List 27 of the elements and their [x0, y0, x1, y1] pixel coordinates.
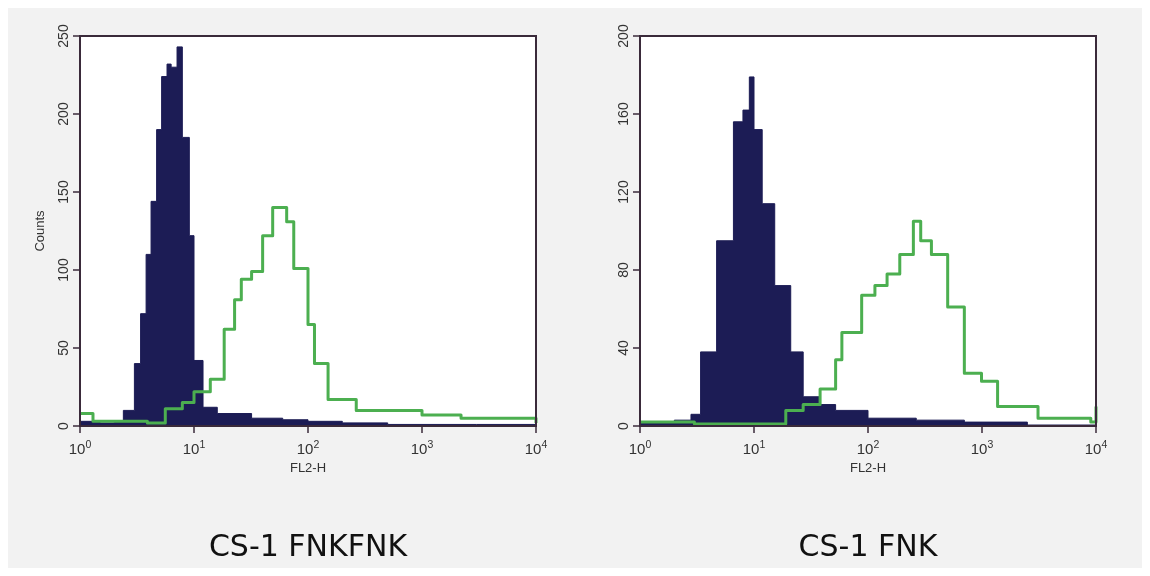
x-tick-label: 10$^{4}$	[1084, 438, 1108, 457]
y-tick-label: 0	[55, 421, 71, 430]
y-tick-label: 40	[615, 340, 631, 356]
y-tick-label: 160	[615, 102, 631, 126]
x-tick-label: 10$^{2}$	[296, 438, 320, 457]
y-tick-label: 50	[55, 340, 71, 356]
y-tick-label: 200	[615, 24, 631, 48]
x-tick-label: 10$^{0}$	[628, 438, 652, 457]
x-tick-label: 10$^{0}$	[68, 438, 92, 457]
y-tick-label: 250	[55, 24, 71, 48]
y-tick-label: 120	[615, 180, 631, 204]
x-tick-label: 10$^{1}$	[182, 438, 206, 457]
x-tick-label: 10$^{3}$	[410, 438, 434, 457]
y-axis-title: Counts	[32, 209, 47, 252]
y-tick-label: 150	[55, 180, 71, 204]
y-tick-label: 200	[55, 102, 71, 126]
text: CS-1 FNK	[798, 528, 939, 563]
y-tick-label: 0	[615, 421, 631, 430]
y-tick-label: 80	[615, 262, 631, 278]
x-tick-label: 10$^{4}$	[524, 438, 548, 457]
x-tick-label: 10$^{2}$	[856, 438, 880, 457]
text: CS-1 FNKFNK	[208, 528, 409, 563]
y-tick-label: 100	[55, 258, 71, 282]
x-axis-title: FL2-H	[289, 460, 327, 475]
x-tick-label: 10$^{3}$	[970, 438, 994, 457]
x-axis-title: FL2-H	[849, 460, 887, 475]
x-tick-label: 10$^{1}$	[742, 438, 766, 457]
